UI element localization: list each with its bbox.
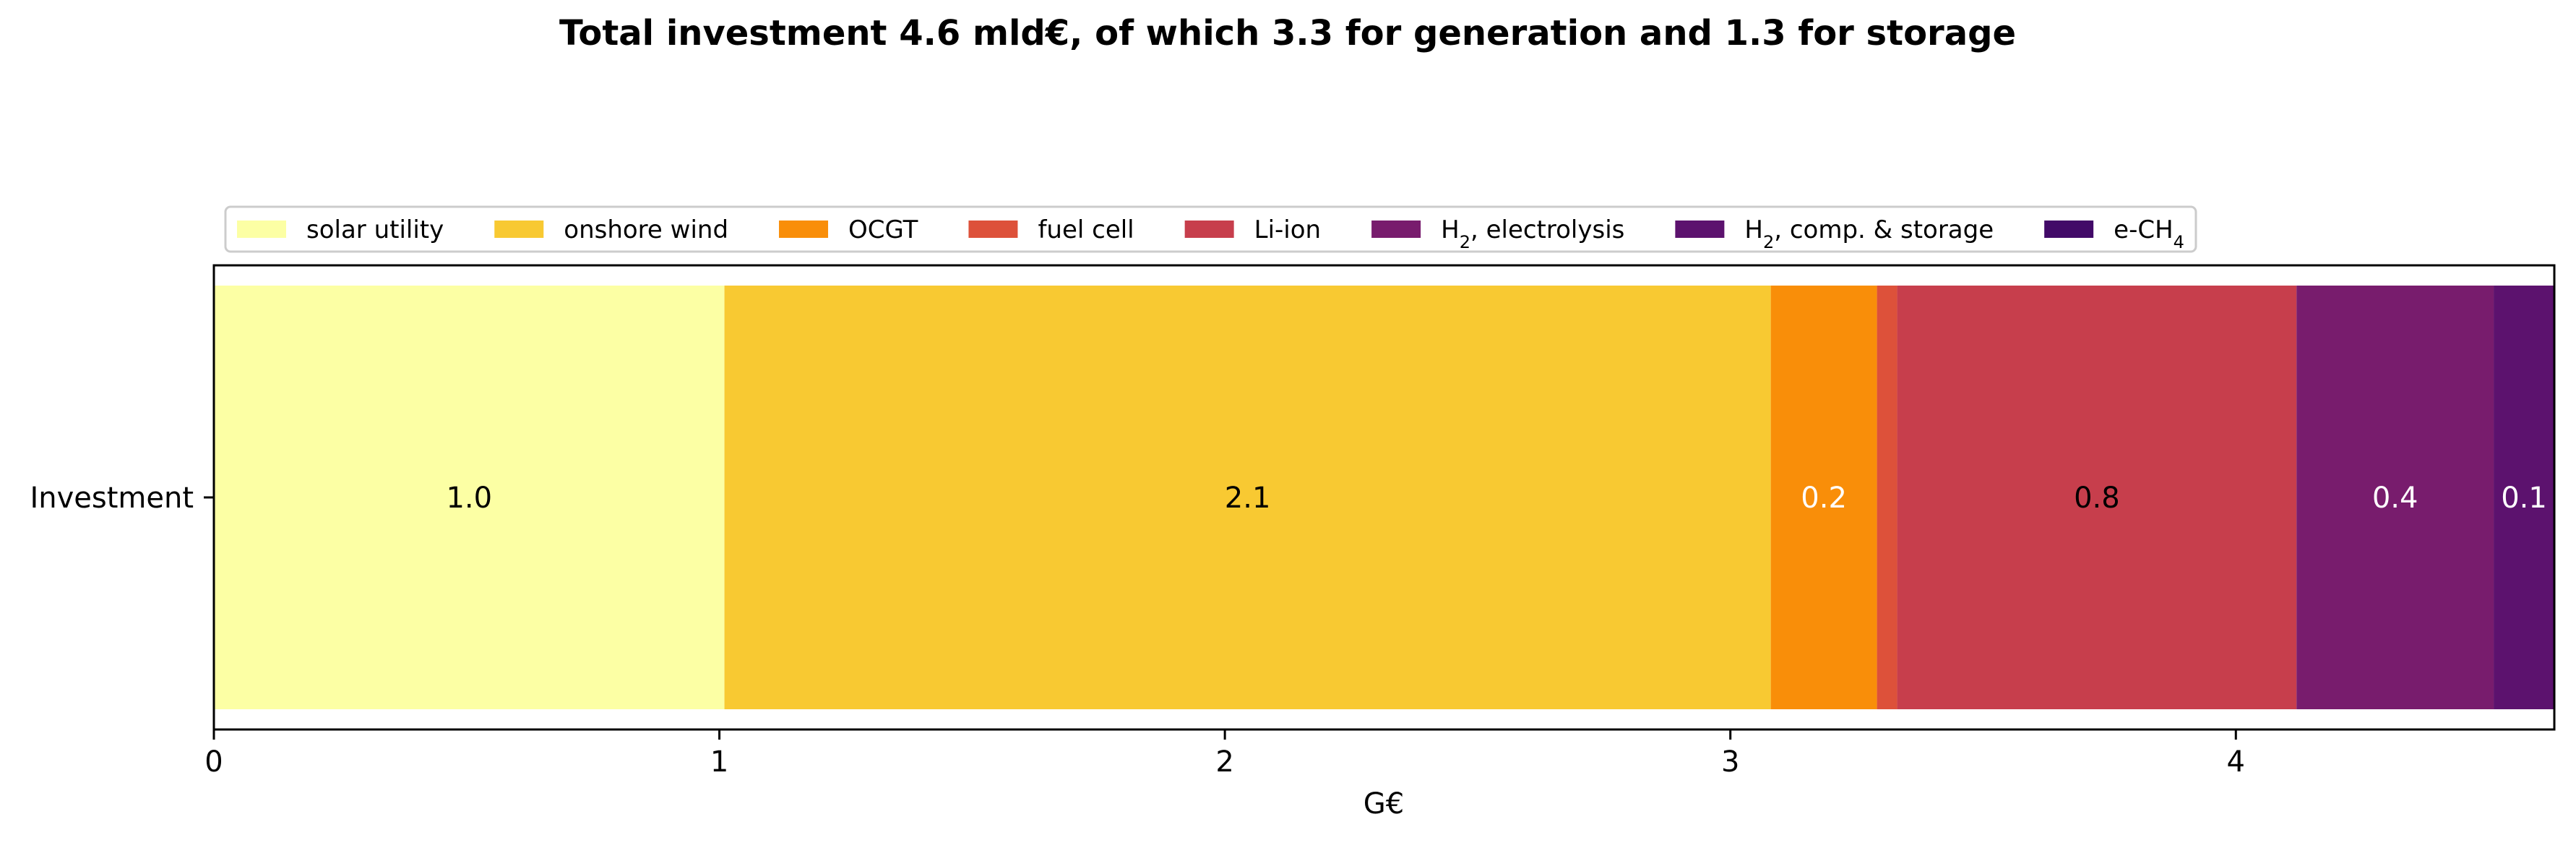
chart-title: Total investment 4.6 mld€, of which 3.3 … bbox=[559, 13, 2016, 54]
legend-swatch-5 bbox=[1371, 221, 1421, 238]
y-axis: Investment bbox=[30, 482, 214, 515]
bar-segment-2 bbox=[1770, 286, 1877, 709]
legend-swatch-7 bbox=[2044, 221, 2094, 238]
x-tick-label-0: 0 bbox=[204, 745, 223, 779]
legend-label-6: H2, comp. & storage bbox=[1744, 215, 1994, 252]
bar-segment-1 bbox=[724, 286, 1771, 709]
legend-swatch-6 bbox=[1675, 221, 1725, 238]
bar-segment-4 bbox=[1897, 286, 2297, 709]
bar-segment-0 bbox=[214, 286, 725, 709]
bar-segments bbox=[214, 286, 2554, 709]
bar-segment-6 bbox=[2494, 286, 2554, 709]
bar-value-labels: 1.0 2.1 0.2 0.8 0.4 0.1 bbox=[446, 482, 2546, 515]
bar-value-label-1: 2.1 bbox=[1225, 482, 1271, 515]
legend: solar utility onshore wind OCGT fuel cell Li… bbox=[224, 205, 2197, 253]
x-tick-label-4: 4 bbox=[2227, 745, 2245, 779]
y-tick-label-0: Investment bbox=[30, 482, 194, 515]
x-axis: 0 1 2 3 4 bbox=[204, 729, 2245, 779]
legend-swatch-1 bbox=[494, 221, 544, 238]
legend-swatch-3 bbox=[968, 221, 1018, 238]
bar-value-label-5: 0.4 bbox=[2372, 482, 2418, 515]
x-axis-label: G€ bbox=[1364, 787, 1404, 821]
x-tick-label-3: 3 bbox=[1721, 745, 1739, 779]
legend-label-1: onshore wind bbox=[564, 215, 728, 244]
legend-swatch-2 bbox=[779, 221, 829, 238]
legend-swatch-4 bbox=[1184, 221, 1234, 238]
legend-label-7: e-CH4 bbox=[2114, 215, 2184, 252]
x-tick-label-1: 1 bbox=[710, 745, 728, 779]
bar-value-label-4: 0.8 bbox=[2074, 482, 2120, 515]
legend-label-0: solar utility bbox=[306, 215, 444, 244]
bar-segment-5 bbox=[2296, 286, 2494, 709]
bar-value-label-6: 0.1 bbox=[2501, 482, 2547, 515]
legend-label-3: fuel cell bbox=[1038, 215, 1134, 244]
legend-label-2: OCGT bbox=[848, 215, 918, 244]
bar-value-label-2: 0.2 bbox=[1801, 482, 1847, 515]
x-tick-label-2: 2 bbox=[1215, 745, 1233, 779]
legend-label-5: H2, electrolysis bbox=[1441, 215, 1624, 252]
legend-swatch-0 bbox=[237, 221, 286, 238]
bar-value-label-0: 1.0 bbox=[446, 482, 492, 515]
bar-segment-3 bbox=[1877, 286, 1897, 709]
legend-label-4: Li-ion bbox=[1254, 215, 1321, 244]
